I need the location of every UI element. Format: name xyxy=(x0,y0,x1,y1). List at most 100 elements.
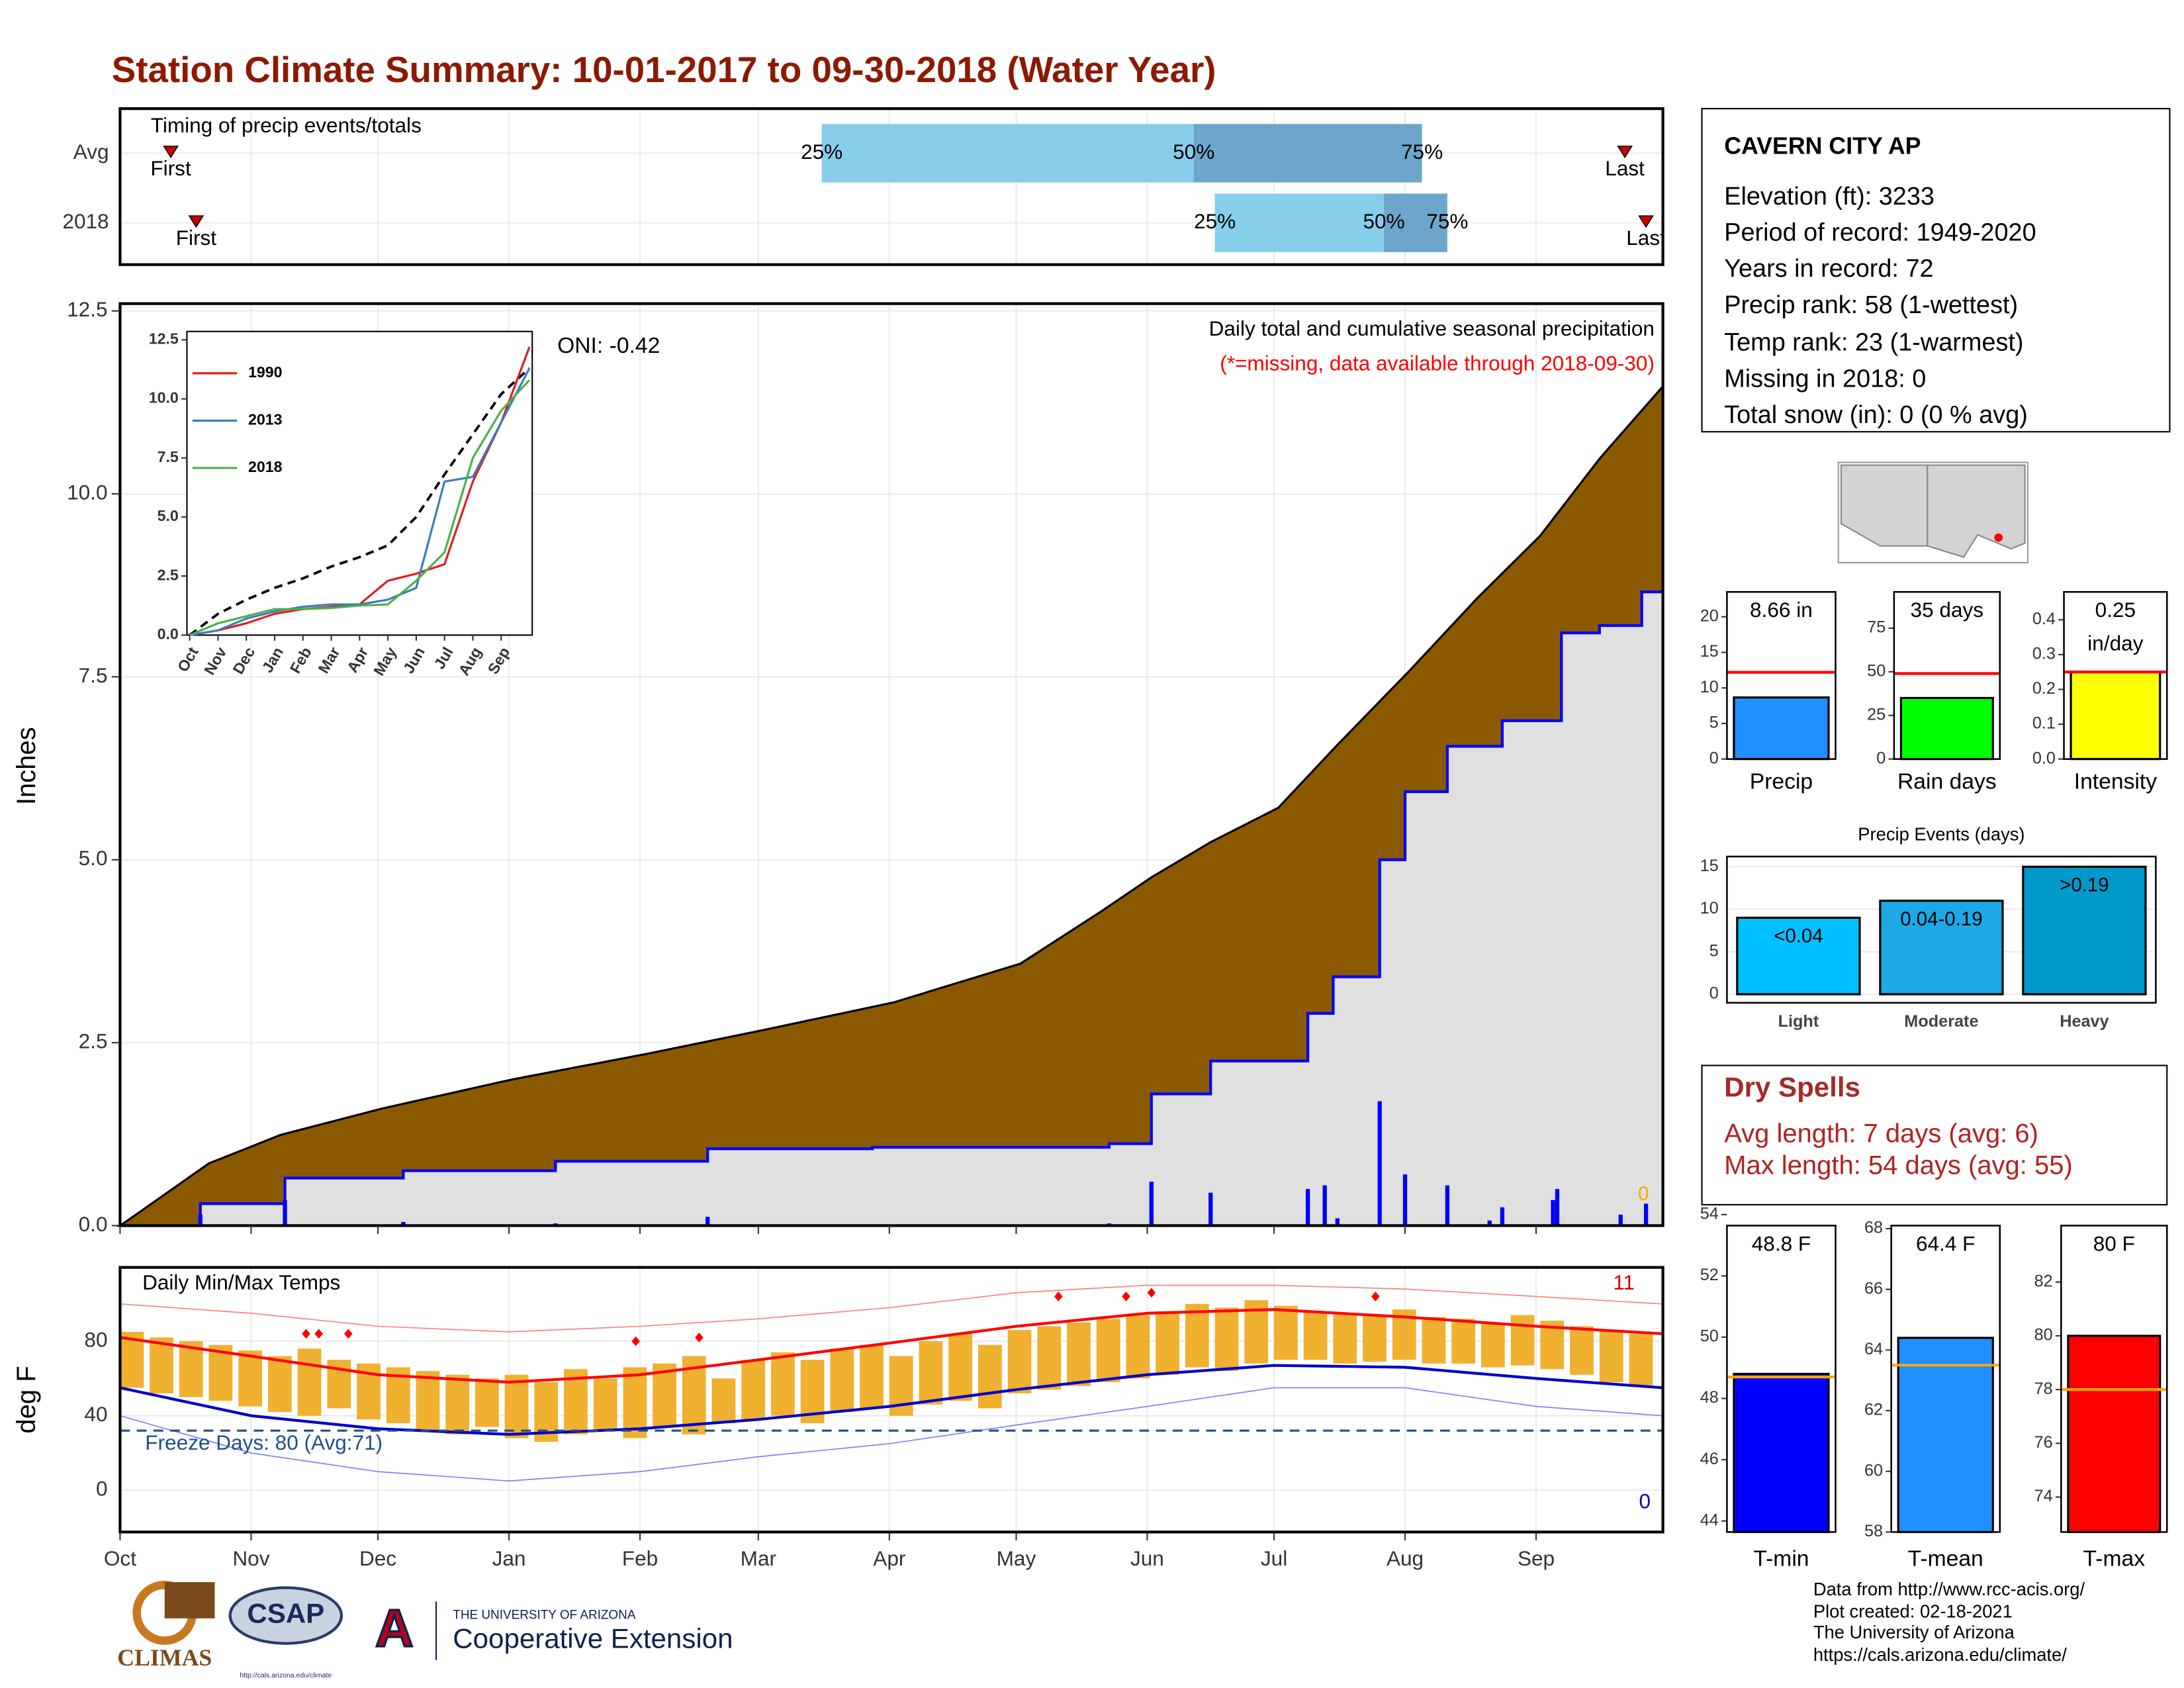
csap-logo: CSAP xyxy=(247,1598,324,1629)
quartile-label: 75% xyxy=(1426,209,1468,233)
temp-bar xyxy=(475,1378,499,1427)
quartile-label: 50% xyxy=(1363,209,1405,233)
record-marker xyxy=(344,1329,353,1339)
y-tick-label: 0.0 xyxy=(158,626,179,643)
y-tick-label: 12.5 xyxy=(67,297,107,321)
event-marker xyxy=(188,215,205,228)
category-label: Precip xyxy=(1750,769,1813,794)
category-label: Intensity xyxy=(2074,769,2158,794)
frame xyxy=(1893,590,2001,760)
y-tick-label: 74 xyxy=(2034,1487,2053,1505)
x-tick-label: Jan xyxy=(492,1546,526,1570)
temp-line xyxy=(120,1387,1663,1482)
temp-bar xyxy=(1510,1315,1535,1366)
temp-bar xyxy=(1274,1305,1298,1360)
temp-bar xyxy=(1126,1315,1150,1379)
climas-icon xyxy=(164,1582,215,1618)
temp-bar xyxy=(860,1344,884,1409)
quartile-label: 50% xyxy=(1173,140,1214,164)
bar xyxy=(1899,696,1994,761)
frame xyxy=(118,302,1664,1227)
event-label: First xyxy=(150,156,191,180)
temp-bar xyxy=(1570,1326,1594,1375)
bar xyxy=(1733,1372,1830,1533)
daily-bar xyxy=(1487,1220,1492,1226)
y-tick-label: 50 xyxy=(1700,1327,1719,1346)
y-tick-label: 5.0 xyxy=(79,846,108,870)
x-tick-label: Mar xyxy=(741,1546,776,1570)
daily-bar xyxy=(1555,1189,1560,1226)
temp-bar xyxy=(741,1360,766,1420)
frame xyxy=(2060,1225,2168,1533)
event-label: First xyxy=(176,226,217,250)
legend-label: 1990 xyxy=(248,363,282,381)
y-tick-label: 0.1 xyxy=(2032,714,2056,733)
daily-bar xyxy=(1149,1182,1154,1226)
temp-bar xyxy=(1480,1322,1505,1368)
y-tick-label: 60 xyxy=(1864,1461,1883,1479)
temp-bar xyxy=(593,1378,617,1431)
info-box xyxy=(1701,108,2171,433)
daily-bar xyxy=(1402,1174,1408,1226)
y-tick-label: 2.5 xyxy=(79,1029,108,1053)
x-tick-label: Jul xyxy=(1261,1546,1287,1570)
y-tick-label: 15 xyxy=(1700,857,1719,875)
frame xyxy=(1726,1225,1837,1533)
temp-bar xyxy=(1629,1333,1653,1386)
y-tick-label: 44 xyxy=(1700,1511,1719,1529)
y-tick-label: 10 xyxy=(1700,678,1719,696)
footer-line: The University of Arizona xyxy=(1813,1622,2015,1642)
label-box: 48.8 F xyxy=(1751,1233,1811,1256)
frame xyxy=(1726,590,1837,760)
daily-bar xyxy=(283,1199,287,1226)
inset-panel xyxy=(186,330,533,636)
average-line xyxy=(189,367,531,636)
y-tick-label: 10 xyxy=(1700,899,1719,917)
csap-url: http://cals.arizona.edu/climate xyxy=(240,1671,332,1679)
y-tick-label: 0.0 xyxy=(2032,749,2056,767)
y-tick-label: 7.5 xyxy=(158,448,179,465)
daily-bar xyxy=(1445,1185,1450,1226)
value-label: 35 days xyxy=(1910,598,1984,623)
locator-map xyxy=(1837,461,2028,564)
timing-plot: 25% 50% 75% First Last 25% 50% 75% First Last xyxy=(120,124,1663,252)
category-label: Moderate xyxy=(1904,1012,1978,1031)
temp-bar xyxy=(416,1371,440,1431)
bin-label: 0.04-0.19 xyxy=(1900,908,1982,930)
value-label: 80 F xyxy=(2093,1233,2135,1256)
y-tick-label: 0 xyxy=(1876,749,1886,767)
x-tick-label: Jun xyxy=(1130,1546,1164,1570)
station-name: CAVERN CITY AP xyxy=(1724,132,1921,159)
y-tick-label: 52 xyxy=(1700,1266,1719,1284)
footer-line: Plot created: 02-18-2021 xyxy=(1813,1601,2013,1622)
info-line: Missing in 2018: 0 xyxy=(1724,365,1926,393)
daily-bar xyxy=(1551,1199,1555,1226)
temp-bar xyxy=(1185,1303,1209,1368)
temp-bar xyxy=(1067,1322,1091,1386)
frame xyxy=(2063,590,2168,760)
value-label: 48.8 F xyxy=(1751,1233,1811,1256)
temp-bar xyxy=(238,1350,263,1407)
x-tick-label: Sep xyxy=(1518,1546,1555,1570)
dry-spells-line: Max length: 54 days (avg: 55) xyxy=(1724,1151,2073,1180)
quartile-bar xyxy=(821,124,1194,183)
temp-bar xyxy=(711,1378,736,1423)
daily-bar xyxy=(1208,1192,1213,1226)
bar xyxy=(1736,916,1861,996)
quartile-label: 25% xyxy=(1194,209,1236,233)
x-tick-label: Aug xyxy=(1387,1546,1424,1570)
record-marker xyxy=(631,1336,640,1346)
value-label: 64.4 F xyxy=(1915,1233,1976,1256)
y-tick-label: 62 xyxy=(1864,1401,1883,1419)
daily-bar xyxy=(1500,1207,1505,1226)
category-label: T-max xyxy=(2083,1546,2146,1571)
temp-bar xyxy=(504,1374,529,1438)
y-tick-label: 50 xyxy=(1867,662,1886,680)
y-tick-label: 0.0 xyxy=(79,1212,108,1236)
temp-bar xyxy=(1363,1315,1387,1362)
x-tick-label: Apr xyxy=(873,1546,905,1570)
cumulative-fill xyxy=(120,592,1663,1226)
x-tick-label: Oct xyxy=(104,1546,136,1570)
y-tick-label: 80 xyxy=(84,1327,107,1351)
